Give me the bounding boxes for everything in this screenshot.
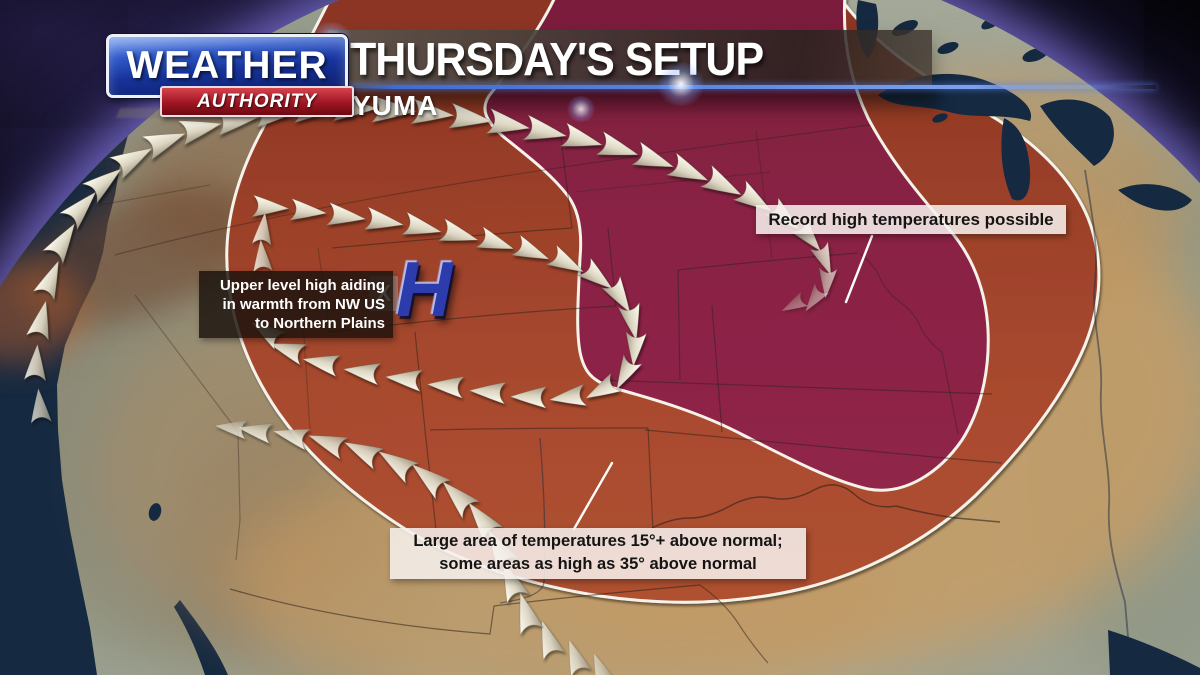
accent-line bbox=[328, 85, 1156, 89]
state-borders bbox=[99, 124, 1003, 664]
mississippi-river bbox=[1084, 169, 1131, 661]
high-pressure-h-symbol: H bbox=[396, 245, 453, 333]
logo-weather-text: WEATHER bbox=[126, 44, 328, 87]
weather-authority-logo: WEATHER AUTHORITY bbox=[98, 28, 356, 124]
logo-authority-bar: AUTHORITY bbox=[160, 86, 354, 117]
large-area-label: Large area of temperatures 15°+ above no… bbox=[390, 528, 806, 579]
upper-high-line-1: Upper level high aiding bbox=[219, 277, 385, 294]
logo-authority-text: AUTHORITY bbox=[197, 90, 317, 112]
upper-high-line-3: to Northern Plains bbox=[254, 315, 385, 332]
title-bar: THURSDAY'S SETUP bbox=[328, 30, 932, 88]
gulf-of-california bbox=[174, 600, 228, 675]
lake-michigan bbox=[1001, 118, 1031, 201]
upper-high-label: Upper level high aiding in warmth from N… bbox=[199, 271, 393, 338]
large-area-line-1: Large area of temperatures 15°+ above no… bbox=[413, 532, 783, 550]
lake-huron bbox=[1040, 99, 1114, 166]
titlebar-shadow bbox=[330, 88, 940, 116]
pointer-lines bbox=[572, 234, 874, 531]
upper-high-line-2: in warmth from NW US bbox=[222, 296, 385, 313]
large-area-pointer-line bbox=[572, 461, 614, 531]
page-title: THURSDAY'S SETUP bbox=[350, 34, 764, 86]
salton-sea bbox=[148, 503, 162, 521]
lake-erie bbox=[1118, 184, 1192, 211]
location-label: YUMA bbox=[352, 90, 439, 121]
large-area-line-2: some areas as high as 35° above normal bbox=[439, 555, 757, 573]
record-high-label: Record high temperatures possible bbox=[756, 205, 1066, 234]
gulf-of-mexico bbox=[1108, 630, 1200, 675]
record-high-pointer-line bbox=[844, 234, 874, 304]
